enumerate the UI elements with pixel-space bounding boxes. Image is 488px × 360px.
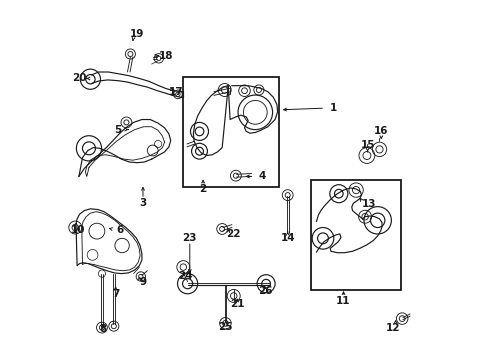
Text: 9: 9 bbox=[139, 277, 146, 287]
Text: 15: 15 bbox=[360, 140, 374, 150]
Text: 18: 18 bbox=[159, 51, 173, 61]
Text: 20: 20 bbox=[72, 73, 86, 84]
Bar bbox=[183, 77, 278, 187]
Text: 3: 3 bbox=[139, 198, 146, 208]
Text: 2: 2 bbox=[199, 184, 206, 194]
Text: 8: 8 bbox=[99, 324, 106, 334]
Text: 13: 13 bbox=[361, 199, 375, 210]
Text: 5: 5 bbox=[114, 125, 121, 135]
Text: 19: 19 bbox=[130, 29, 144, 39]
Text: 23: 23 bbox=[182, 233, 197, 243]
Text: 25: 25 bbox=[218, 322, 233, 332]
Bar bbox=[310, 180, 400, 290]
Text: 24: 24 bbox=[178, 271, 192, 282]
Text: 16: 16 bbox=[373, 126, 388, 136]
Text: 21: 21 bbox=[229, 299, 244, 309]
Text: 12: 12 bbox=[385, 323, 400, 333]
Text: 26: 26 bbox=[258, 285, 272, 296]
Text: 11: 11 bbox=[336, 296, 350, 306]
Text: 14: 14 bbox=[280, 233, 294, 243]
Text: 17: 17 bbox=[168, 87, 183, 97]
Text: 22: 22 bbox=[226, 229, 241, 239]
Text: 4: 4 bbox=[258, 171, 265, 181]
Text: 1: 1 bbox=[329, 103, 336, 113]
Text: 7: 7 bbox=[112, 289, 119, 299]
Text: 6: 6 bbox=[117, 225, 123, 235]
Text: 10: 10 bbox=[71, 225, 85, 235]
